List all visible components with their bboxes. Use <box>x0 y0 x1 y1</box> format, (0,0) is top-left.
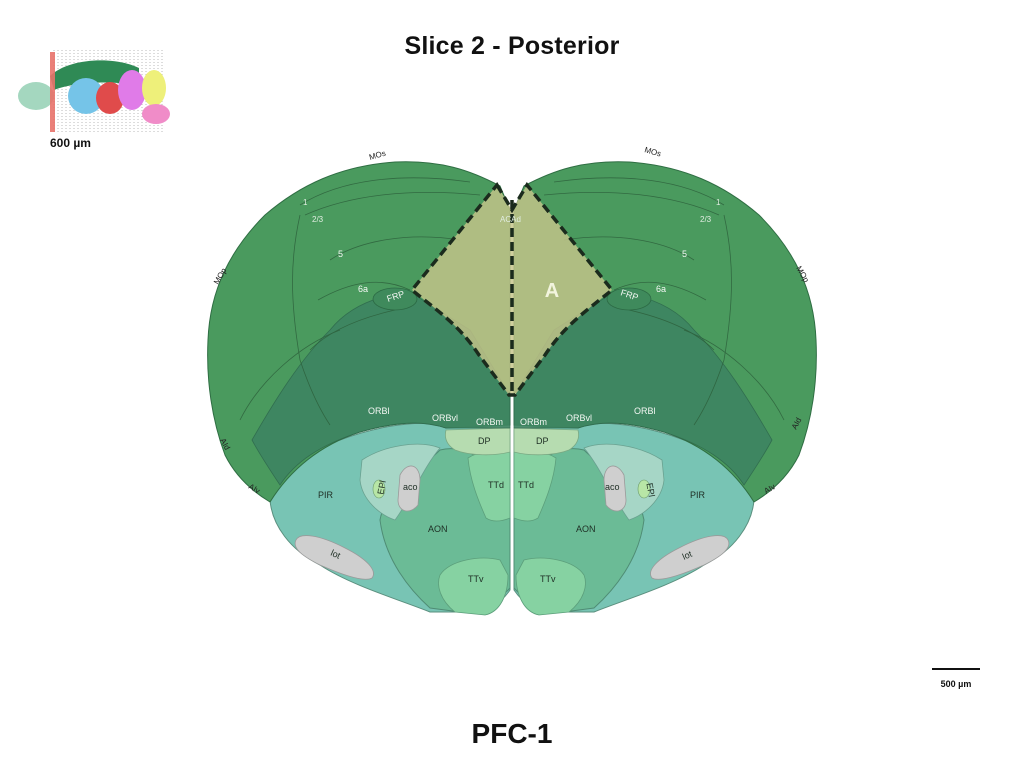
roi-label: A <box>545 280 559 302</box>
thumbnail-medulla <box>142 104 170 124</box>
left-layer-contours <box>239 177 481 426</box>
label-lot-left: lot <box>329 548 342 561</box>
left-ttv-region <box>438 557 509 616</box>
label-ttv-right: TTv <box>540 574 556 584</box>
thumbnail-thalamus <box>96 82 124 114</box>
label-layer6a-left: 6a <box>358 284 368 294</box>
label-orbm-right: ORBm <box>520 417 547 427</box>
label-aco-right: aco <box>605 482 620 492</box>
label-epl-left: EPl <box>376 480 388 496</box>
right-lot-fiber <box>650 535 730 580</box>
section-name: PFC-1 <box>471 718 553 749</box>
label-aon-right: AON <box>576 524 596 534</box>
sagittal-thumbnail <box>18 50 170 132</box>
left-aco-fiber <box>397 465 421 512</box>
left-epl-marker <box>372 479 386 499</box>
label-layer23-right: 2/3 <box>700 215 712 224</box>
label-lot-right: lot <box>681 549 694 562</box>
label-layer6a-right: 6a <box>656 284 666 294</box>
label-aon-left: AON <box>428 524 448 534</box>
scale-bar-label: 500 µm <box>940 679 972 689</box>
label-layer1-right: 1 <box>716 198 721 207</box>
thumbnail-olfactory-bulb <box>18 82 54 110</box>
right-epl-marker <box>637 479 651 499</box>
label-aco-left: aco <box>403 482 418 492</box>
left-lot-fiber <box>294 535 374 580</box>
label-ttd-left: TTd <box>488 480 504 490</box>
label-layer5-right: 5 <box>682 249 687 259</box>
label-orbvl-right: ORBvl <box>566 413 592 423</box>
scale-bar <box>932 668 980 670</box>
left-dp-region <box>445 427 511 456</box>
label-acad: ACAd <box>500 215 521 224</box>
label-pir-right: PIR <box>690 490 706 500</box>
label-mos-right: MOs <box>643 145 662 158</box>
label-orbvl-left: ORBvl <box>432 413 458 423</box>
label-epl-right: EPl <box>644 482 656 498</box>
label-orbm-left: ORBm <box>476 417 503 427</box>
label-layer23-left: 2/3 <box>312 215 324 224</box>
thumbnail-slice-marker <box>50 52 55 132</box>
thumbnail-striatum <box>68 78 104 114</box>
label-mos-left: MOs <box>368 149 387 162</box>
slide-title: Slice 2 - Posterior <box>404 32 620 60</box>
right-ttv-region <box>515 557 586 616</box>
thumbnail-scale-label: 600 µm <box>50 136 91 150</box>
left-frp-region <box>372 287 418 311</box>
label-layer5-left: 5 <box>338 249 343 259</box>
label-dp-right: DP <box>536 436 549 446</box>
label-pir-left: PIR <box>318 490 334 500</box>
thumbnail-cerebellum <box>142 70 166 106</box>
label-dp-left: DP <box>478 436 491 446</box>
label-layer1-left: 1 <box>303 198 308 207</box>
label-ttd-right: TTd <box>518 480 534 490</box>
thumbnail-midbrain <box>118 70 146 110</box>
label-ttv-left: TTv <box>468 574 484 584</box>
right-frp-region <box>606 287 652 311</box>
label-orbl-right: ORBl <box>634 406 656 416</box>
thumbnail-cortex <box>50 60 139 90</box>
label-orbl-left: ORBl <box>368 406 390 416</box>
right-layer-contours <box>543 177 785 426</box>
right-dp-region <box>513 427 579 456</box>
right-aco-fiber <box>603 465 627 512</box>
